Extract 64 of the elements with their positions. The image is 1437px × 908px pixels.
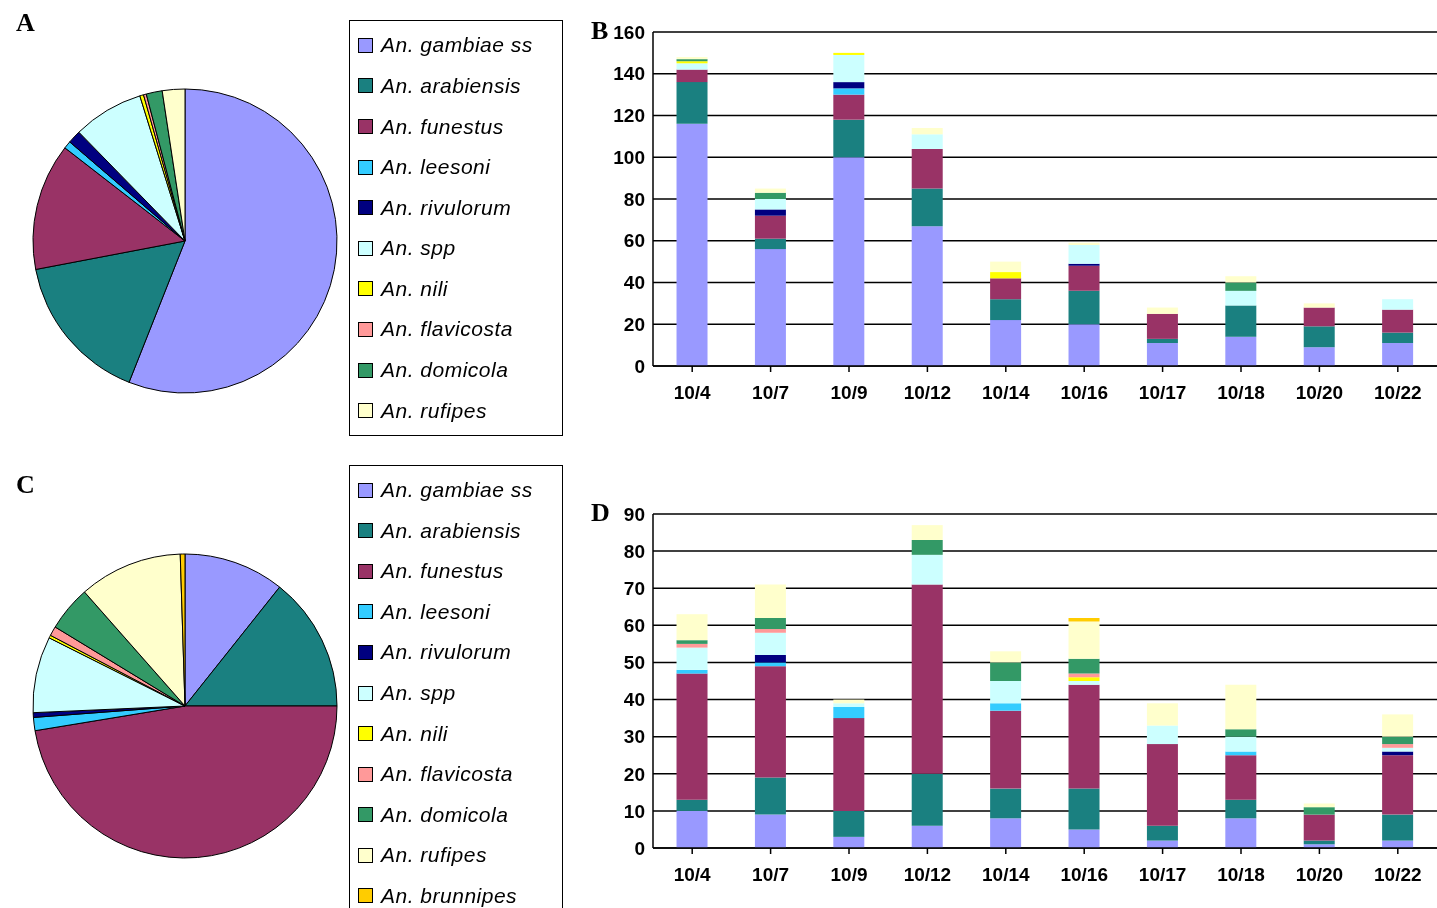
x-tick-label: 10/18 [1217, 382, 1265, 404]
legend-label: An. arabiensis [381, 518, 522, 543]
legend-label: An. arabiensis [381, 73, 522, 98]
legend-label: An. domicola [381, 802, 509, 827]
y-tick-label: 10 [623, 800, 645, 822]
y-tick-label: 90 [623, 503, 645, 525]
legend-label: An. leesoni [381, 599, 491, 624]
y-tick-label: 20 [623, 763, 645, 785]
legend-label: An. rufipes [381, 843, 487, 868]
x-tick-label: 10/17 [1138, 382, 1187, 404]
legend-label: An. leesoni [381, 155, 491, 180]
y-tick-label: 40 [623, 272, 645, 294]
legend-label: An. flavicosta [381, 317, 513, 342]
x-tick-label: 10/14 [982, 864, 1031, 886]
x-tick-label: 10/7 [752, 382, 790, 404]
legend-label: An. spp [381, 236, 456, 261]
y-tick-label: 70 [623, 577, 645, 599]
legend-label: An. funestus [381, 559, 504, 584]
x-tick-label: 10/20 [1295, 382, 1344, 404]
y-tick-label: 140 [613, 63, 645, 85]
legend-label: An. rufipes [381, 398, 487, 423]
y-tick-label: 0 [634, 355, 645, 377]
x-tick-label: 10/14 [982, 382, 1031, 404]
y-tick-label: 20 [623, 313, 645, 335]
y-tick-label: 80 [623, 540, 645, 562]
x-tick-label: 10/9 [830, 864, 868, 886]
y-tick-label: 120 [613, 105, 645, 127]
chart-title: B [591, 16, 609, 46]
legend-label: An. flavicosta [381, 762, 513, 787]
chart-title: A [16, 8, 35, 38]
legend-label: An. domicola [381, 358, 509, 383]
x-tick-label: 10/9 [830, 382, 868, 404]
y-tick-label: 0 [634, 837, 645, 859]
chart-title: D [591, 498, 610, 528]
legend-label: An. funestus [381, 114, 504, 139]
y-tick-label: 100 [613, 146, 645, 168]
y-tick-label: 50 [623, 652, 645, 674]
x-tick-label: 10/4 [673, 864, 712, 886]
x-tick-label: 10/7 [752, 864, 790, 886]
y-tick-label: 40 [623, 689, 645, 711]
y-tick-label: 80 [623, 188, 645, 210]
x-tick-label: 10/4 [673, 382, 712, 404]
legend-label: An. brunnipes [381, 883, 518, 908]
chart-title: C [16, 470, 35, 500]
x-tick-label: 10/16 [1060, 864, 1108, 886]
y-tick-label: 60 [623, 230, 645, 252]
x-tick-label: 10/17 [1138, 864, 1187, 886]
x-tick-label: 10/22 [1374, 864, 1422, 886]
legend-label: An. spp [381, 681, 456, 705]
y-tick-label: 30 [623, 726, 645, 748]
legend-label: An. gambiae ss [381, 33, 533, 58]
legend-label: An. nili [381, 276, 449, 301]
legend-label: An. rivulorum [381, 195, 512, 220]
x-tick-label: 10/20 [1295, 864, 1344, 886]
x-tick-label: 10/22 [1374, 382, 1422, 404]
legend-label: An. gambiae ss [381, 478, 533, 503]
x-tick-label: 10/12 [903, 864, 952, 886]
y-tick-label: 60 [623, 615, 645, 637]
x-tick-label: 10/12 [903, 382, 952, 404]
legend-label: An. rivulorum [381, 640, 512, 665]
x-tick-label: 10/18 [1217, 864, 1265, 886]
legend-label: An. nili [381, 721, 449, 746]
x-tick-label: 10/16 [1060, 382, 1108, 404]
y-tick-label: 160 [613, 21, 645, 43]
